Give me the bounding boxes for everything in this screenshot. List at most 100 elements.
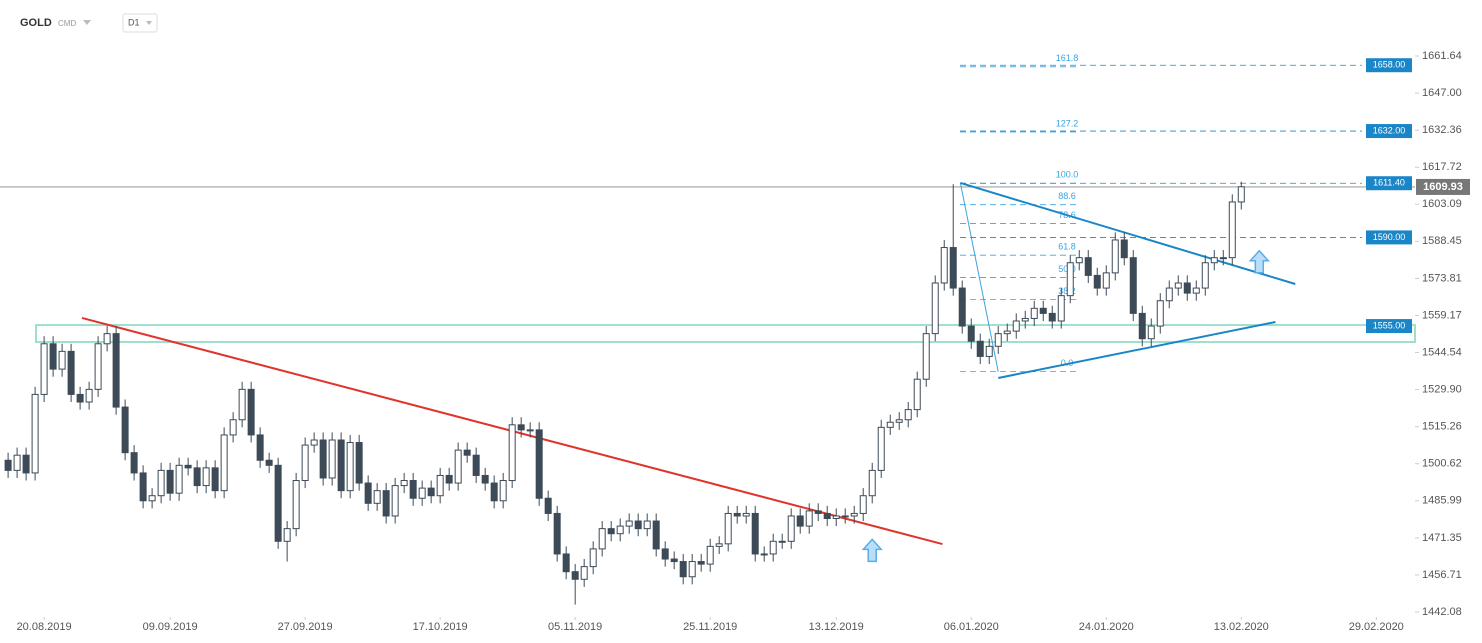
candle-body <box>238 388 246 421</box>
x-tick-label: 25.11.2019 <box>683 621 737 633</box>
interval-box[interactable] <box>122 13 158 33</box>
fib-label: 127.2 <box>1056 118 1079 128</box>
candle-body <box>1201 262 1209 289</box>
candle-body <box>886 421 894 428</box>
candle-body <box>1192 287 1200 294</box>
fib-label: 100.0 <box>1056 170 1079 180</box>
market: CMD <box>58 19 76 28</box>
candle-body <box>1084 257 1092 276</box>
candle-body <box>1210 257 1218 264</box>
fib-diagonal <box>959 183 999 372</box>
candle-body <box>175 464 183 494</box>
candle-body <box>697 561 705 565</box>
candle-body <box>418 487 426 499</box>
signal-arrow <box>861 538 883 563</box>
candle-body <box>661 548 669 560</box>
candle-body <box>1129 257 1137 314</box>
candle-body <box>85 388 93 403</box>
candle-body <box>670 558 678 563</box>
candle-body <box>76 393 84 403</box>
x-tick-label: 20.08.2019 <box>17 621 72 633</box>
candle-body <box>976 340 984 357</box>
candle-body <box>760 553 768 556</box>
y-tick-label: 1442.08 <box>1422 606 1462 618</box>
candle-body <box>706 545 714 565</box>
candle-body <box>1012 320 1020 332</box>
y-tick-label: 1617.72 <box>1422 161 1462 173</box>
y-tick-label: 1559.17 <box>1422 309 1462 321</box>
candle-body <box>598 528 606 550</box>
candle-body <box>958 287 966 327</box>
candle-body <box>895 419 903 423</box>
candle-body <box>157 469 165 497</box>
dropdown-arrow[interactable] <box>146 21 152 25</box>
dropdown-arrow[interactable] <box>83 20 91 25</box>
candle-body <box>823 512 831 520</box>
candle-body <box>220 434 228 492</box>
candle-body <box>31 393 39 474</box>
candle-body <box>481 474 489 484</box>
candle-body <box>1219 257 1227 260</box>
last-price-label: 1609.93 <box>1423 181 1463 193</box>
candle-body <box>1093 274 1101 289</box>
candle-body <box>391 485 399 517</box>
candle-body <box>940 247 948 284</box>
candle-body <box>355 442 363 484</box>
level-label-box <box>1366 176 1412 191</box>
candle-body <box>877 426 885 471</box>
candle-body <box>949 247 957 289</box>
y-tick-label: 1471.35 <box>1422 532 1462 544</box>
candle-body <box>409 480 417 499</box>
candle-body <box>247 388 255 436</box>
candle-body <box>1102 272 1110 289</box>
candle-body <box>1147 325 1155 340</box>
candle-body <box>283 528 291 542</box>
candle-body <box>121 406 129 454</box>
candle-body <box>166 469 174 494</box>
candle-body <box>571 571 579 580</box>
last-price-box <box>1416 178 1470 195</box>
candle-body <box>337 439 345 492</box>
level-label: 1632.00 <box>1373 125 1406 135</box>
candle-body <box>139 472 147 502</box>
candle-body <box>841 515 849 518</box>
candle-body <box>1030 307 1038 319</box>
candle-body <box>292 480 300 530</box>
candle-body <box>544 497 552 514</box>
candle-body <box>850 512 858 517</box>
candle-body <box>1165 287 1173 302</box>
candle-body <box>589 548 597 568</box>
symbol: GOLD <box>20 17 52 29</box>
candle-body <box>1066 262 1074 297</box>
candle-body <box>256 434 264 461</box>
candle-body <box>490 482 498 502</box>
x-tick-label: 06.01.2020 <box>944 621 999 633</box>
candle-body <box>1039 307 1047 314</box>
candle-body <box>400 480 408 487</box>
level-label: 1590.00 <box>1373 232 1406 242</box>
level-label: 1555.00 <box>1373 320 1406 330</box>
x-tick-label: 05.11.2019 <box>548 621 602 633</box>
candle-body <box>454 449 462 484</box>
candle-body <box>679 561 687 578</box>
candle-body <box>814 510 822 514</box>
candle-body <box>517 424 525 431</box>
candle-body <box>1075 257 1083 264</box>
candle-body <box>643 520 651 530</box>
candle-body <box>787 515 795 542</box>
y-tick-label: 1632.36 <box>1422 124 1462 136</box>
interval[interactable]: D1 <box>128 17 140 27</box>
fib-label: 161.8 <box>1056 53 1079 63</box>
candle-body <box>265 459 273 466</box>
candle-body <box>103 333 111 345</box>
candle-body <box>535 429 543 499</box>
candle-body <box>1021 317 1029 322</box>
x-tick-label: 17.10.2019 <box>413 621 468 633</box>
candle-body <box>616 525 624 535</box>
y-tick-label: 1456.71 <box>1422 569 1462 581</box>
candle-body <box>778 540 786 543</box>
x-tick-label: 29.02.2020 <box>1349 621 1404 633</box>
level-label: 1658.00 <box>1373 60 1406 70</box>
candle-body <box>625 520 633 527</box>
